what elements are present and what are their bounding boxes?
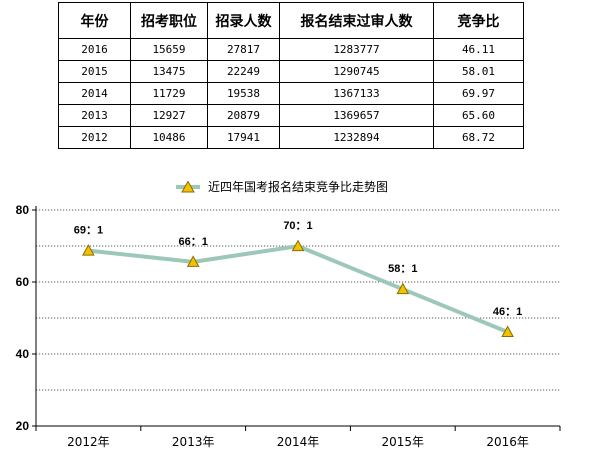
x-tick-label: 2013年: [172, 435, 215, 449]
cell-year: 2015: [58, 60, 131, 83]
x-tick-label: 2012年: [67, 435, 110, 449]
y-tick-label: 20: [16, 419, 30, 433]
chart-legend: 近四年国考报名结束竞争比走势图: [176, 179, 388, 194]
data-label: 58：1: [388, 263, 417, 275]
cell-hires: 17941: [207, 126, 280, 149]
cell-positions: 11729: [130, 82, 208, 105]
series-line: [86, 244, 510, 335]
data-point-marker: [291, 239, 305, 252]
header-approved-applicants: 报名结束过审人数: [279, 2, 434, 39]
y-tick-label: 40: [16, 347, 30, 361]
cell-positions: 12927: [130, 104, 208, 127]
x-tick-label: 2015年: [382, 435, 425, 449]
table-header-row: 年份 招考职位 招录人数 报名结束过审人数 竞争比: [58, 2, 524, 39]
header-year: 年份: [58, 2, 131, 39]
cell-hires: 27817: [207, 38, 280, 61]
header-positions: 招考职位: [130, 2, 208, 39]
chart-grid: [36, 209, 560, 391]
cell-ratio: 65.60: [433, 104, 524, 127]
data-label: 66：1: [179, 236, 208, 248]
x-tick-label: 2016年: [486, 435, 529, 449]
cell-applicants: 1369657: [279, 104, 434, 127]
header-hires: 招录人数: [207, 2, 280, 39]
cell-hires: 20879: [207, 104, 280, 127]
cell-positions: 15659: [130, 38, 208, 61]
cell-positions: 13475: [130, 60, 208, 83]
cell-year: 2016: [58, 38, 131, 61]
legend-marker-swatch: [181, 180, 195, 193]
cell-positions: 10486: [130, 126, 208, 149]
cell-hires: 22249: [207, 60, 280, 83]
table-row: 2015 13475 22249 1290745 58.01: [58, 60, 524, 83]
cell-year: 2014: [58, 82, 131, 105]
data-point-marker: [501, 325, 514, 338]
cell-applicants: 1232894: [279, 126, 434, 149]
header-competition-ratio: 竞争比: [433, 2, 524, 39]
x-tick-label: 2014年: [277, 435, 320, 449]
data-point-marker: [186, 255, 200, 267]
data-point-marker: [396, 282, 410, 295]
table-row: 2013 12927 20879 1369657 65.60: [58, 104, 524, 127]
table-row: 2016 15659 27817 1283777 46.11: [58, 38, 524, 61]
y-tick-label: 80: [16, 203, 30, 217]
cell-ratio: 46.11: [433, 38, 524, 61]
cell-year: 2013: [58, 104, 131, 127]
chart-axes: 20 40 60 80 2012年 2013年 2014年 2015年 2016年: [16, 203, 561, 449]
cell-hires: 19538: [207, 82, 280, 105]
y-tick-label: 60: [16, 275, 30, 289]
table-row: 2012 10486 17941 1232894 68.72: [58, 126, 524, 149]
cell-applicants: 1283777: [279, 38, 434, 61]
cell-ratio: 58.01: [433, 60, 524, 83]
data-label: 46：1: [493, 306, 522, 318]
data-label: 70：1: [283, 220, 312, 232]
cell-applicants: 1290745: [279, 60, 434, 83]
cell-ratio: 69.97: [433, 82, 524, 105]
cell-ratio: 68.72: [433, 126, 524, 149]
data-point-marker: [82, 244, 95, 256]
stats-table: 年份 招考职位 招录人数 报名结束过审人数 竞争比 2016 15659 278…: [58, 2, 524, 149]
data-label: 69：1: [74, 225, 103, 237]
legend-label: 近四年国考报名结束竞争比走势图: [208, 179, 388, 194]
table-row: 2014 11729 19538 1367133 69.97: [58, 82, 524, 105]
chart-series: 69：1 66：1 70：1 58：1 46：1: [74, 220, 522, 338]
cell-year: 2012: [58, 126, 131, 149]
cell-applicants: 1367133: [279, 82, 434, 105]
